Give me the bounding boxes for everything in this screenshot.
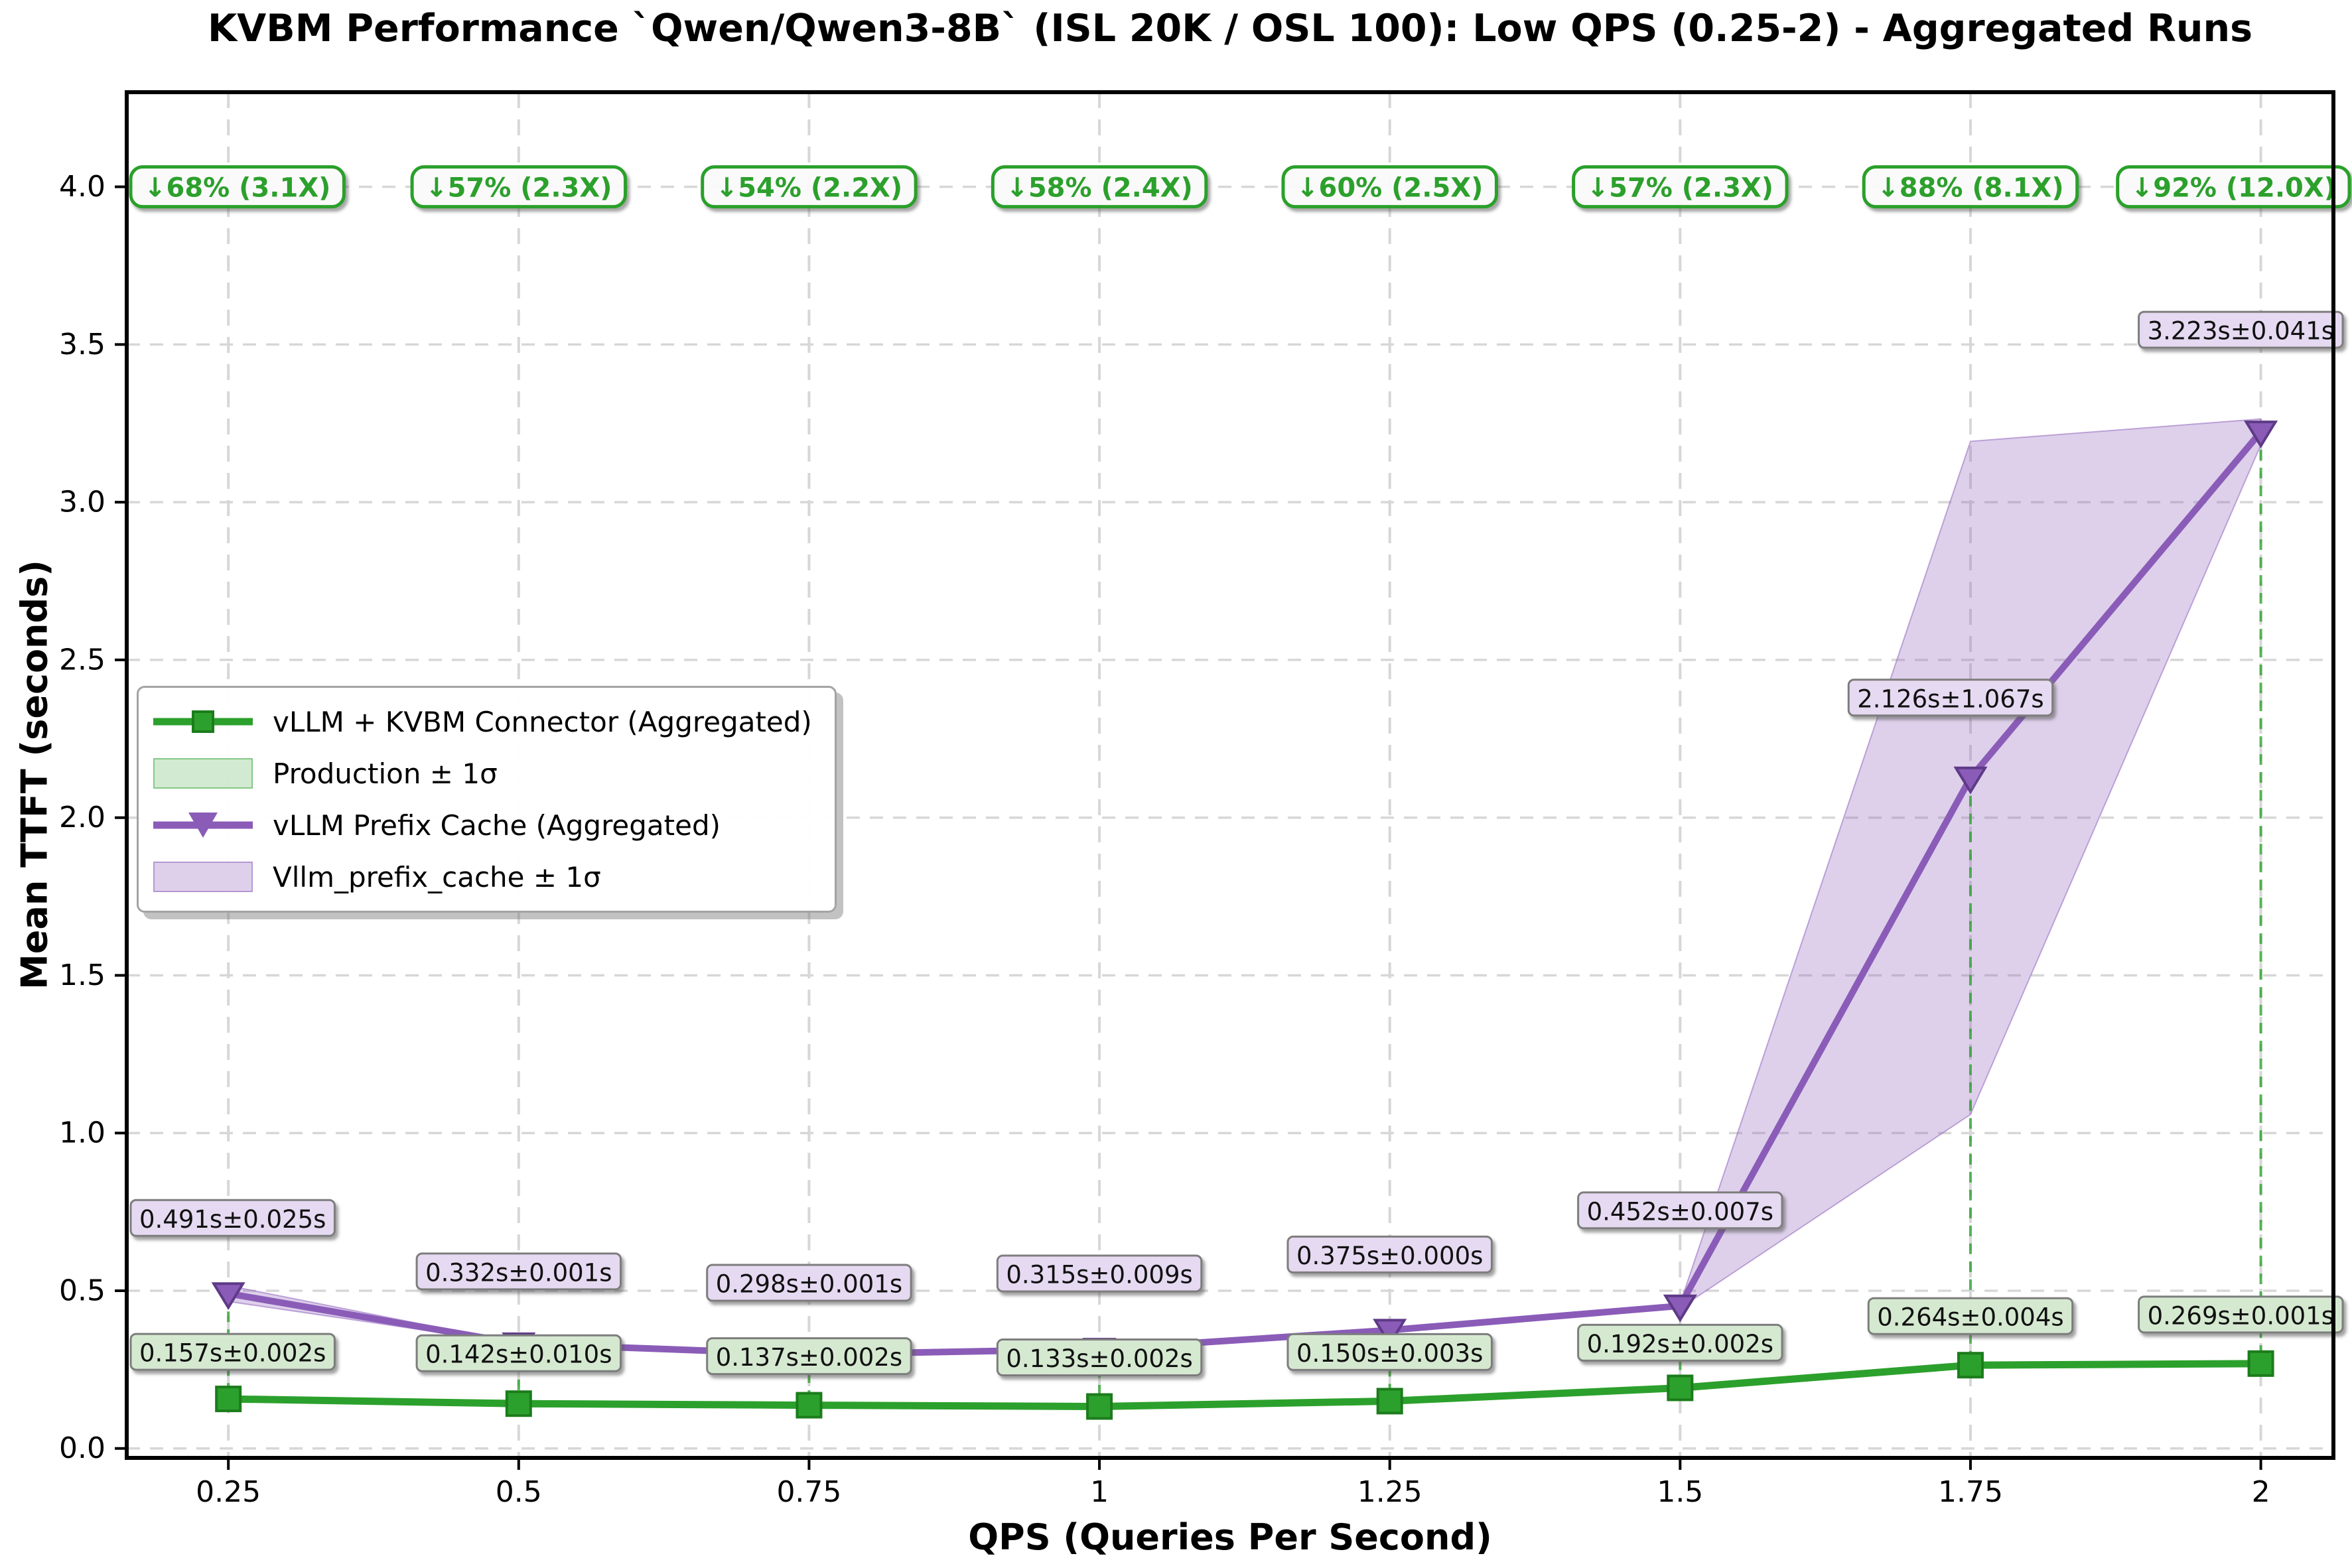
value-label-prefix-cache: 0.452s±0.007s xyxy=(1577,1191,1783,1230)
y-tick-label: 1.0 xyxy=(59,1116,105,1150)
value-label-kvbm: 0.133s±0.002s xyxy=(996,1338,1203,1376)
svg-text:↓88% (8.1X): ↓88% (8.1X) xyxy=(1877,173,2063,204)
value-label-prefix-cache: 2.126s±1.067s xyxy=(1847,679,2054,717)
svg-text:0.264s±0.004s: 0.264s±0.004s xyxy=(1877,1303,2063,1332)
purple-triangle-marker-icon xyxy=(188,813,218,838)
legend-label: vLLM Prefix Cache (Aggregated) xyxy=(273,809,721,842)
svg-text:↓58% (2.4X): ↓58% (2.4X) xyxy=(1006,173,1192,204)
y-tick-label: 3.0 xyxy=(59,486,105,519)
svg-text:0.452s±0.007s: 0.452s±0.007s xyxy=(1587,1197,1773,1226)
y-tick-label: 2.5 xyxy=(59,643,105,677)
svg-text:0.192s±0.002s: 0.192s±0.002s xyxy=(1587,1330,1773,1358)
improvement-annotation: ↓92% (12.0X) xyxy=(2116,165,2351,209)
x-tick-label: 0.75 xyxy=(776,1475,841,1509)
legend-swatch-purple-line xyxy=(153,807,253,844)
svg-text:0.332s±0.001s: 0.332s±0.001s xyxy=(425,1258,612,1287)
legend-swatch-purple-band xyxy=(153,858,253,895)
svg-text:↓57% (2.3X): ↓57% (2.3X) xyxy=(1587,173,1773,204)
value-label-kvbm: 0.264s±0.004s xyxy=(1867,1297,2074,1335)
y-tick-label: 0.0 xyxy=(59,1431,105,1465)
improvement-annotation: ↓58% (2.4X) xyxy=(991,165,1208,209)
svg-text:0.298s±0.001s: 0.298s±0.001s xyxy=(716,1270,902,1299)
svg-text:↓68% (3.1X): ↓68% (3.1X) xyxy=(144,173,330,204)
improvement-annotation: ↓60% (2.5X) xyxy=(1281,165,1498,209)
improvement-annotation: ↓88% (8.1X) xyxy=(1862,165,2079,209)
legend-label: Vllm_prefix_cache ± 1σ xyxy=(273,860,601,893)
legend-swatch-green-band xyxy=(153,755,253,792)
svg-text:3.223s±0.041s: 3.223s±0.041s xyxy=(2148,317,2334,346)
svg-text:0.137s±0.002s: 0.137s±0.002s xyxy=(716,1343,902,1372)
value-label-prefix-cache: 0.298s±0.001s xyxy=(706,1264,912,1302)
svg-text:0.150s±0.003s: 0.150s±0.003s xyxy=(1296,1339,1483,1368)
svg-text:↓60% (2.5X): ↓60% (2.5X) xyxy=(1296,173,1483,204)
y-tick-label: 2.0 xyxy=(59,801,105,834)
svg-text:↓57% (2.3X): ↓57% (2.3X) xyxy=(425,173,612,204)
axis-ticks: 0.25 0.5 0.75 1 1.25 1.5 1.75 2 0.0 0.5 1.0 1.5 2.0 2… xyxy=(59,170,2270,1509)
x-tick-label: 2 xyxy=(2252,1475,2270,1509)
green-square-marker-icon xyxy=(192,710,214,733)
svg-text:↓92% (12.0X): ↓92% (12.0X) xyxy=(2131,173,2336,204)
svg-text:0.375s±0.000s: 0.375s±0.000s xyxy=(1296,1242,1483,1270)
y-tick-label: 1.5 xyxy=(59,958,105,992)
svg-text:0.491s±0.025s: 0.491s±0.025s xyxy=(139,1205,326,1234)
value-label-prefix-cache: 3.223s±0.041s xyxy=(2138,310,2344,349)
x-tick-label: 1.25 xyxy=(1357,1475,1422,1509)
x-tick-label: 1.5 xyxy=(1657,1475,1703,1509)
chart-title: KVBM Performance `Qwen/Qwen3-8B` (ISL 20… xyxy=(207,7,2253,50)
svg-text:0.269s±0.001s: 0.269s±0.001s xyxy=(2148,1301,2334,1330)
value-label-kvbm: 0.150s±0.003s xyxy=(1286,1333,1493,1371)
legend-swatch-green-line xyxy=(153,703,253,740)
value-label-kvbm: 0.192s±0.002s xyxy=(1577,1323,1783,1362)
legend-item-prefix-cache-band: Vllm_prefix_cache ± 1σ xyxy=(153,854,812,900)
improvement-annotation: ↓54% (2.2X) xyxy=(701,165,918,209)
svg-text:0.142s±0.010s: 0.142s±0.010s xyxy=(425,1340,612,1369)
value-label-kvbm: 0.269s±0.001s xyxy=(2138,1295,2344,1334)
svg-text:↓54% (2.2X): ↓54% (2.2X) xyxy=(716,173,902,204)
value-label-prefix-cache: 0.491s±0.025s xyxy=(129,1199,336,1237)
legend-item-kvbm-line: vLLM + KVBM Connector (Aggregated) xyxy=(153,698,812,745)
x-tick-label: 0.5 xyxy=(496,1475,542,1509)
legend: vLLM + KVBM Connector (Aggregated) Produ… xyxy=(137,686,837,913)
svg-text:0.133s±0.002s: 0.133s±0.002s xyxy=(1006,1344,1192,1373)
green-band-swatch-icon xyxy=(153,758,253,789)
plot-spines xyxy=(125,90,2335,1460)
improvement-annotation: ↓57% (2.3X) xyxy=(410,165,628,209)
svg-text:2.126s±1.067s: 2.126s±1.067s xyxy=(1857,685,2043,713)
improvement-annotation: ↓57% (2.3X) xyxy=(1572,165,1789,209)
kvbm-series-line xyxy=(224,1360,2265,1410)
y-axis-label: Mean TTFT (seconds) xyxy=(13,560,56,990)
y-tick-label: 4.0 xyxy=(59,170,105,204)
value-label-kvbm: 0.142s±0.010s xyxy=(415,1334,622,1372)
legend-label: Production ± 1σ xyxy=(273,757,498,790)
x-tick-label: 0.25 xyxy=(196,1475,261,1509)
y-tick-label: 0.5 xyxy=(59,1274,105,1307)
value-label-kvbm: 0.157s±0.002s xyxy=(129,1333,336,1371)
value-label-prefix-cache: 0.375s±0.000s xyxy=(1286,1235,1493,1274)
value-label-prefix-cache: 0.315s±0.009s xyxy=(996,1254,1203,1293)
value-label-kvbm: 0.137s±0.002s xyxy=(706,1337,912,1376)
svg-text:0.315s±0.009s: 0.315s±0.009s xyxy=(1006,1260,1192,1289)
x-tick-label: 1.75 xyxy=(1938,1475,2003,1509)
improvement-annotation: ↓68% (3.1X) xyxy=(129,165,346,209)
y-tick-label: 3.5 xyxy=(59,328,105,361)
x-axis-label: QPS (Queries Per Second) xyxy=(968,1516,1492,1558)
purple-band-swatch-icon xyxy=(153,862,253,892)
x-tick-label: 1 xyxy=(1090,1475,1109,1509)
legend-item-prefix-cache-line: vLLM Prefix Cache (Aggregated) xyxy=(153,802,812,848)
svg-text:0.157s±0.002s: 0.157s±0.002s xyxy=(139,1339,326,1368)
legend-label: vLLM + KVBM Connector (Aggregated) xyxy=(273,705,812,738)
value-label-prefix-cache: 0.332s±0.001s xyxy=(415,1252,622,1291)
legend-item-production-band: Production ± 1σ xyxy=(153,750,812,797)
kvbm-square-markers xyxy=(215,1350,2274,1420)
